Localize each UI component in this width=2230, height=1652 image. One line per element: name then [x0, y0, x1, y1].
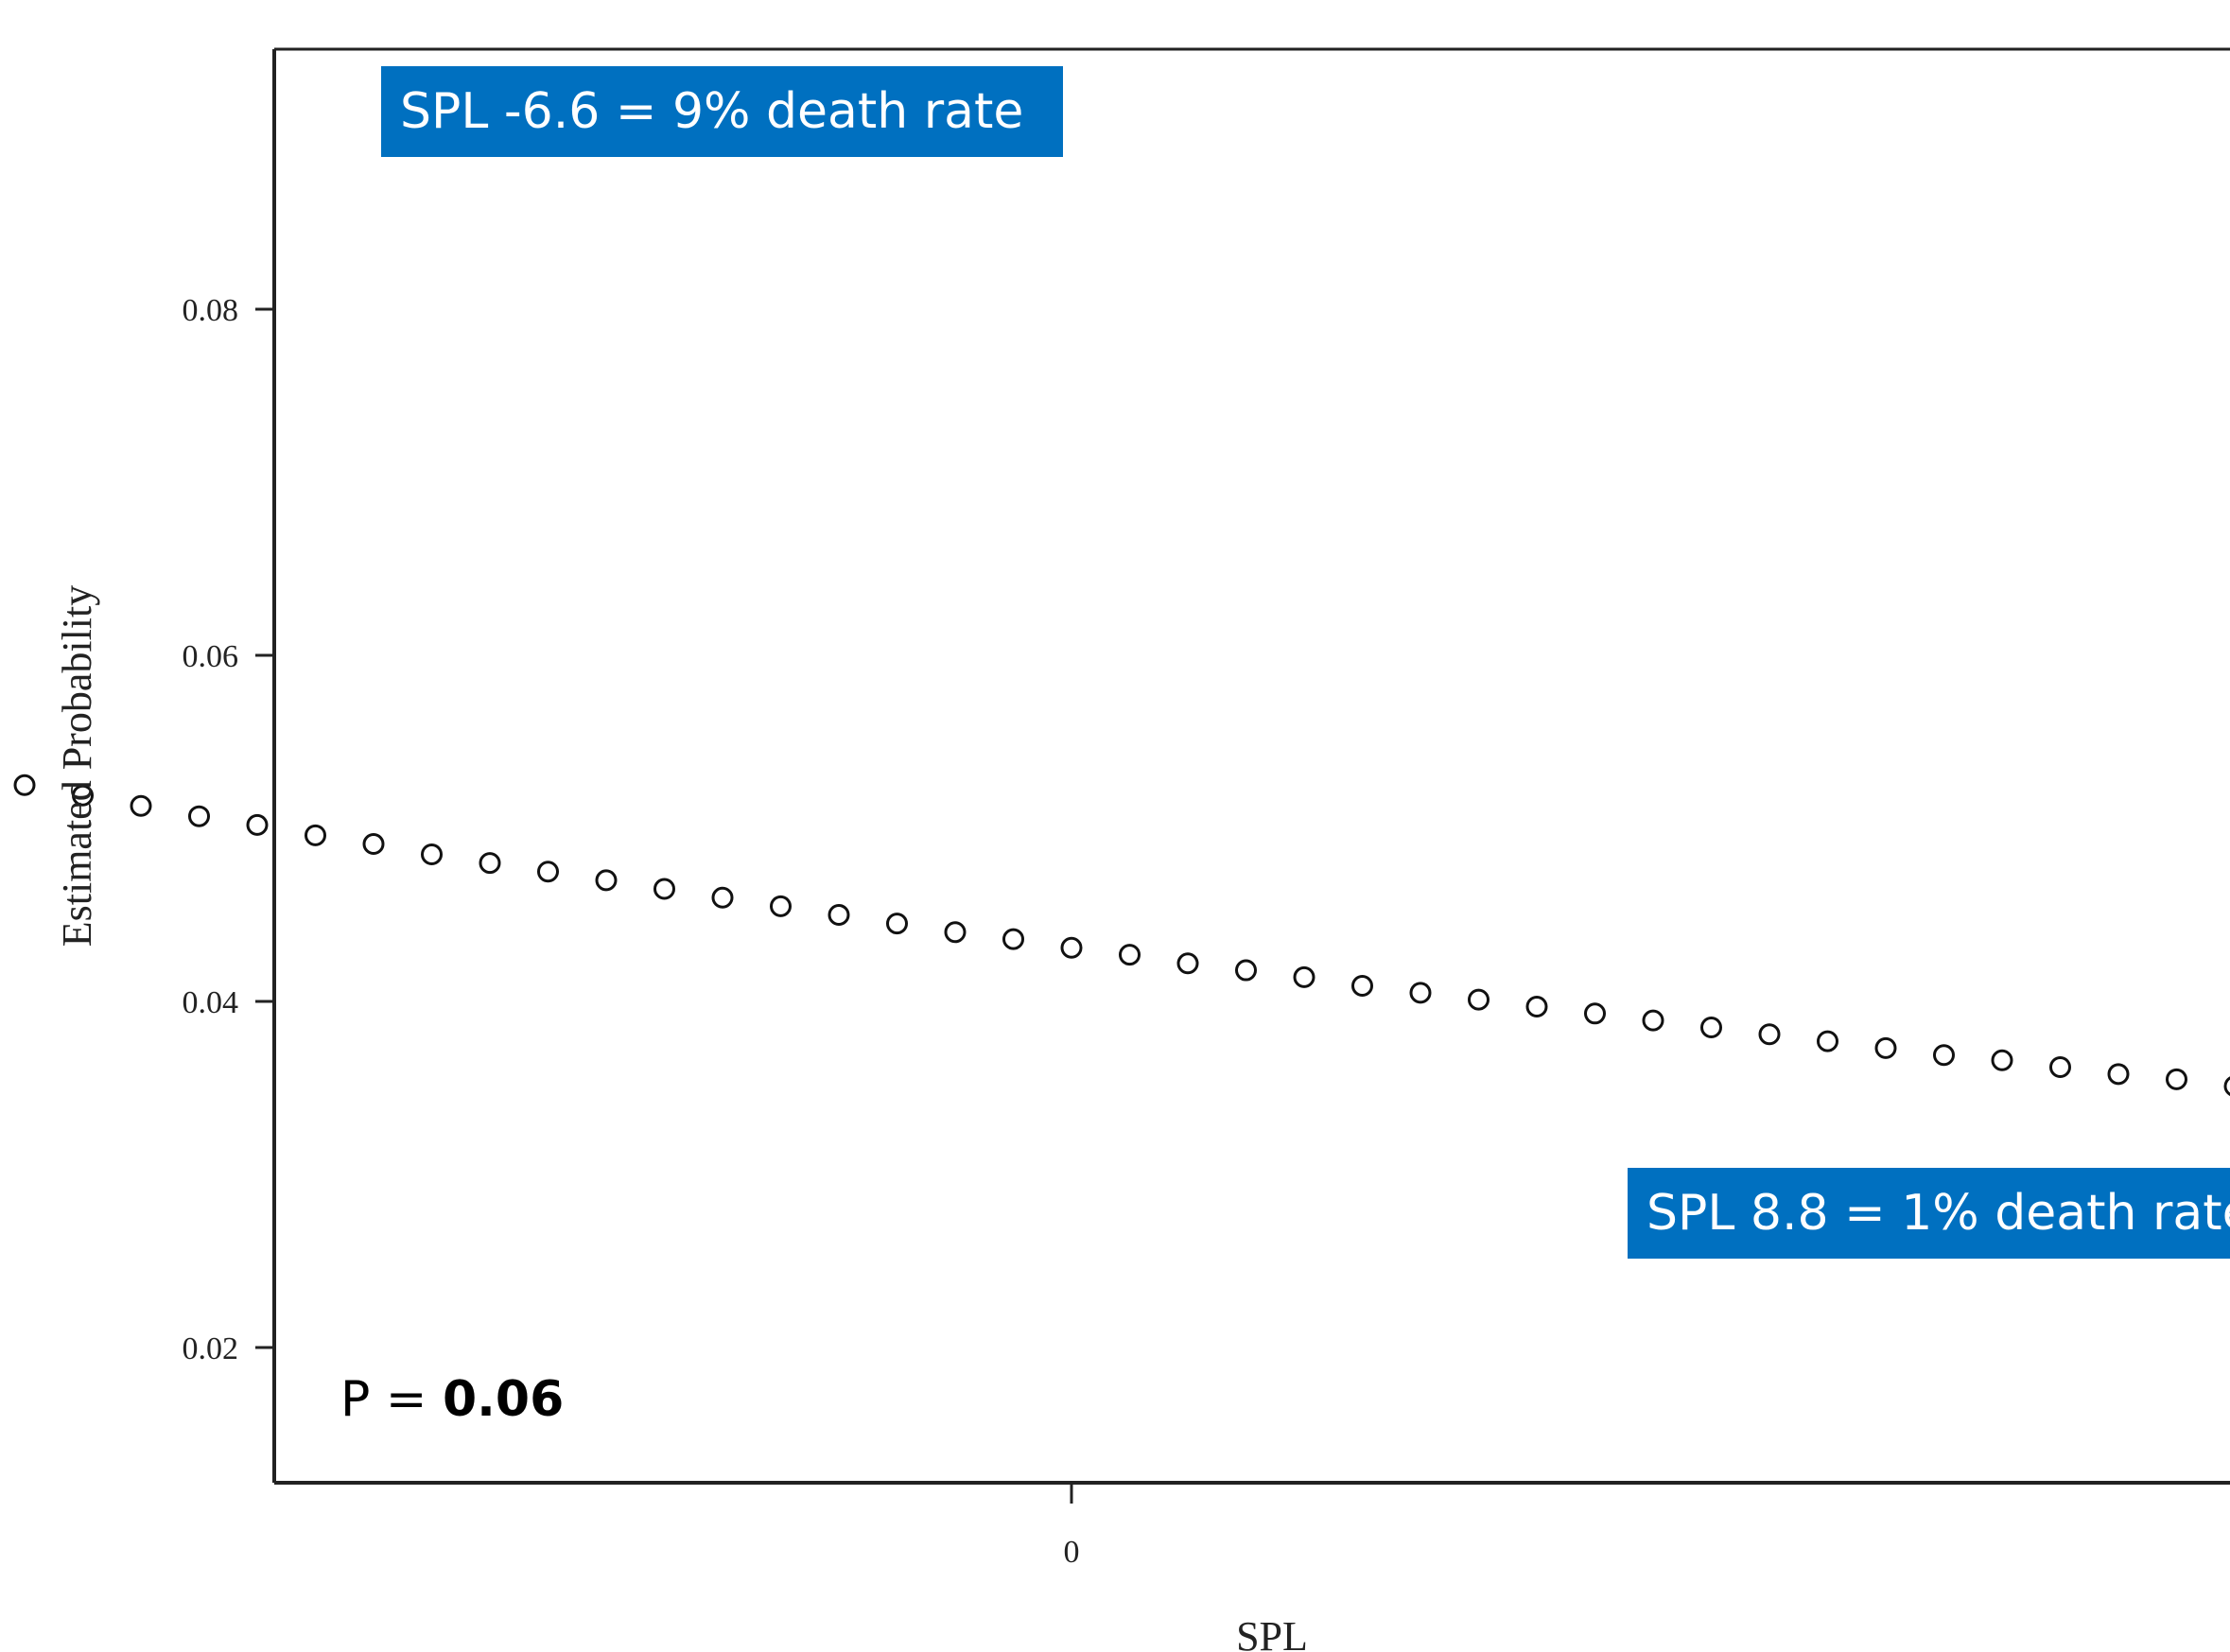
data-point	[1468, 988, 1490, 1011]
data-point	[944, 921, 967, 944]
data-point	[2166, 1068, 2187, 1090]
data-point	[770, 895, 792, 917]
y-tick-label: 0.08	[183, 293, 239, 328]
data-point	[1933, 1044, 1955, 1067]
data-point	[1409, 982, 1432, 1004]
data-point	[479, 852, 501, 875]
data-point	[1351, 975, 1373, 998]
data-points	[13, 774, 2230, 1097]
p-value-prefix: P =	[340, 1371, 443, 1428]
p-value-label: P = 0.06	[340, 1371, 564, 1428]
y-tick-label: 0.04	[183, 985, 239, 1020]
data-point	[362, 832, 385, 855]
data-point	[1002, 928, 1024, 950]
annotation-right: SPL 8.8 = 1% death rate	[1628, 1168, 2230, 1259]
data-point	[828, 904, 850, 926]
data-point	[1584, 1002, 1606, 1025]
y-axis-ticks: 0.02 0.04 0.06 0.08	[183, 293, 274, 1366]
data-point	[421, 843, 443, 865]
data-point	[1991, 1049, 2013, 1071]
data-point	[72, 784, 94, 807]
data-point	[1293, 965, 1315, 988]
data-point	[130, 794, 152, 817]
p-value-number: 0.06	[443, 1371, 565, 1428]
annotation-left: SPL -6.6 = 9% death rate	[381, 66, 1063, 157]
data-point	[1176, 952, 1199, 975]
y-tick-label: 0.06	[183, 639, 239, 674]
data-point	[886, 913, 908, 935]
data-point	[711, 886, 734, 909]
data-point	[1060, 936, 1083, 959]
data-point	[1700, 1016, 1722, 1038]
data-point	[1119, 944, 1141, 966]
data-point	[537, 861, 559, 883]
data-point	[188, 805, 210, 827]
data-point	[1235, 959, 1257, 982]
y-tick-label: 0.02	[183, 1331, 239, 1366]
y-axis-title: Estimated Probability	[54, 585, 100, 948]
data-point	[305, 824, 326, 846]
data-point	[1642, 1009, 1664, 1032]
data-point	[595, 869, 618, 892]
data-point	[1817, 1030, 1838, 1052]
x-tick-label: 0	[1064, 1535, 1080, 1570]
data-point	[13, 774, 36, 796]
data-point	[1758, 1023, 1781, 1046]
x-axis-title: SPL	[1236, 1613, 1308, 1652]
data-point	[2049, 1056, 2071, 1079]
axes	[272, 47, 2230, 1485]
x-axis-ticks: -5051	[1064, 1483, 1080, 1570]
data-point	[246, 813, 269, 836]
data-point	[2223, 1076, 2230, 1097]
data-point	[1874, 1036, 1897, 1059]
data-point	[2107, 1063, 2130, 1086]
data-point	[1525, 995, 1548, 1017]
data-point	[653, 878, 675, 900]
